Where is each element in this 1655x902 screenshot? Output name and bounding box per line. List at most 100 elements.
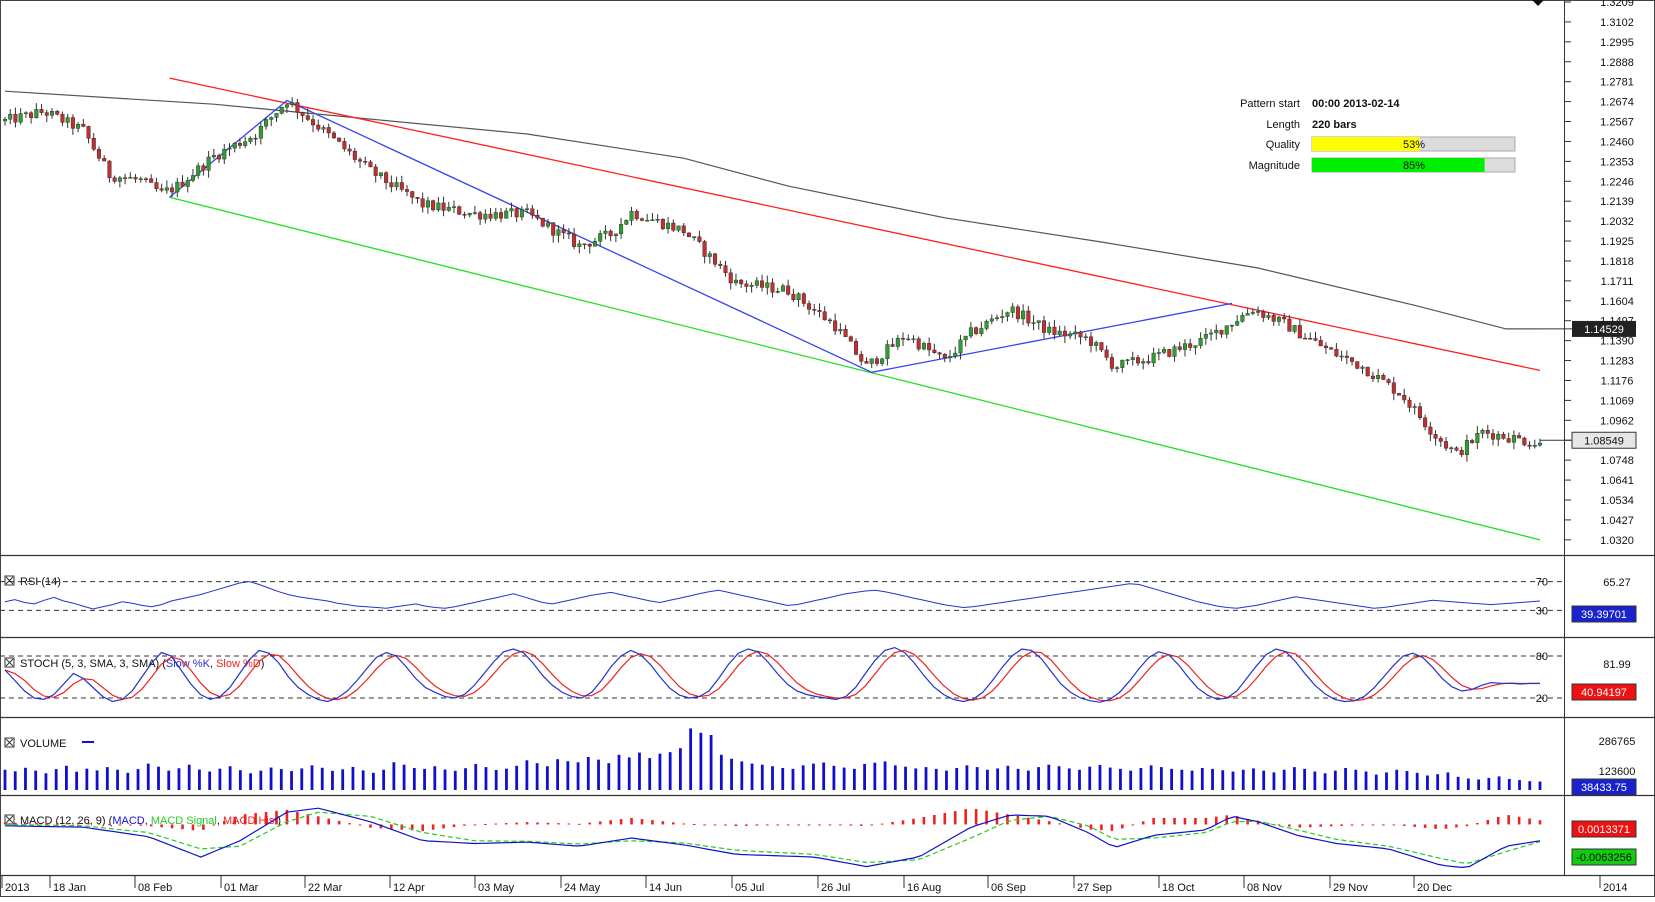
candle-body xyxy=(1527,444,1532,447)
macd-hist-bar xyxy=(191,824,195,831)
macd-hist-bar xyxy=(1235,816,1239,825)
macd-hist-bar xyxy=(35,822,38,825)
volume-bar xyxy=(453,770,457,790)
time-tick-label: 2013 xyxy=(5,882,29,894)
candle-body xyxy=(608,230,613,237)
candle-body xyxy=(352,150,357,160)
volume-bar xyxy=(290,771,293,790)
macd-hist-bar xyxy=(1371,824,1375,826)
candle-body xyxy=(671,222,676,231)
macd-close-box[interactable] xyxy=(4,814,15,825)
macd-hist-bar xyxy=(1455,824,1458,828)
candle-body xyxy=(295,102,300,113)
volume-bar xyxy=(157,766,160,790)
candle-body xyxy=(676,225,681,231)
time-tick-label: 27 Sep xyxy=(1077,882,1112,894)
candle-body xyxy=(650,219,655,222)
side-value-label: 286765 xyxy=(1599,736,1636,748)
volume-close-box[interactable] xyxy=(4,737,15,748)
time-tick-label: 2014 xyxy=(1603,882,1627,894)
macd-hist-bar xyxy=(786,824,790,826)
stoch-close-box[interactable] xyxy=(4,657,15,668)
candle-body xyxy=(117,177,122,182)
candle-body xyxy=(1334,349,1339,357)
price-tick-label: 1.2460 xyxy=(1600,136,1634,148)
volume-bar xyxy=(525,760,529,790)
candle-body xyxy=(530,208,535,216)
candle-body xyxy=(535,214,540,219)
macd-hist-bar xyxy=(1507,815,1510,825)
rsi-close-box[interactable] xyxy=(4,575,15,586)
volume-bar xyxy=(1466,778,1470,790)
candle-body xyxy=(937,352,942,355)
candle-body xyxy=(29,112,34,118)
magnitude-label: Magnitude xyxy=(1249,160,1300,172)
price-tick-label: 1.1711 xyxy=(1601,276,1634,288)
candle-body xyxy=(906,338,911,341)
value-box xyxy=(1571,820,1637,838)
volume-bar xyxy=(945,770,948,790)
volume-bar xyxy=(1108,767,1112,790)
candle-body xyxy=(300,112,305,116)
macd-hist-bar xyxy=(181,824,184,830)
macd-hist-bar xyxy=(870,824,874,826)
candle-body xyxy=(264,119,269,127)
time-tick-label: 29 Nov xyxy=(1333,882,1368,894)
candle-body xyxy=(138,178,143,180)
candle-body xyxy=(1266,315,1271,318)
macd-hist-bar xyxy=(66,822,69,825)
macd-hist-bar xyxy=(1173,817,1176,825)
volume-bar xyxy=(965,765,969,790)
volume-bar xyxy=(402,764,406,790)
candle-body xyxy=(1449,447,1454,450)
candle-body xyxy=(1214,329,1219,334)
price-tick-label: 1.1390 xyxy=(1600,336,1634,348)
candle-body xyxy=(1323,345,1328,348)
candle-body xyxy=(655,219,660,221)
candle-body xyxy=(801,293,806,304)
candle-body xyxy=(1229,325,1234,327)
side-value-label: 65.27 xyxy=(1603,577,1631,589)
candle-body xyxy=(545,222,550,227)
candle-body xyxy=(1073,331,1078,335)
macd-hist-bar xyxy=(348,823,351,825)
macd-hist-bar xyxy=(1027,817,1030,825)
macd-hist-bar xyxy=(901,820,905,825)
candle-body xyxy=(1480,430,1485,434)
candle-body xyxy=(1167,349,1172,357)
time-tick-label: 01 Mar xyxy=(224,882,259,894)
candle-body xyxy=(452,206,457,208)
time-tick-label: 18 Jan xyxy=(53,882,86,894)
price-tick-label: 1.2139 xyxy=(1600,196,1634,208)
candle-body xyxy=(237,142,242,146)
macd-hist-bar xyxy=(1006,814,1009,825)
volume-bar xyxy=(760,764,764,790)
level-label: 80 xyxy=(1536,651,1548,663)
candle-body xyxy=(718,264,723,266)
value-box-text: 40.94197 xyxy=(1581,687,1627,699)
volume-bar xyxy=(433,766,437,790)
candle-body xyxy=(681,225,686,234)
volume-bar xyxy=(126,772,130,790)
candle-body xyxy=(833,320,838,332)
candle-body xyxy=(932,349,937,353)
macd-hist-bar xyxy=(1058,823,1061,825)
macd-hist-bar xyxy=(1204,817,1208,825)
volume-bar xyxy=(474,764,478,790)
macd-hist-bar xyxy=(369,824,372,828)
candle-body xyxy=(467,212,472,216)
candle-body xyxy=(305,115,310,120)
macd-hist-bar xyxy=(1288,824,1291,827)
candle-body xyxy=(702,241,707,257)
macd-hist-bar xyxy=(651,820,654,825)
candle-body xyxy=(1412,406,1417,408)
macd-hist-bar xyxy=(1016,815,1020,825)
macd-hist-bar xyxy=(692,823,696,825)
volume-panel: VOLUME 286765 123600 38433.75 xyxy=(3,728,1637,796)
candle-body xyxy=(864,361,869,364)
macd-hist-bar xyxy=(24,822,28,825)
candle-body xyxy=(248,137,253,142)
volume-bar xyxy=(238,770,242,790)
candle-body xyxy=(1000,316,1005,318)
